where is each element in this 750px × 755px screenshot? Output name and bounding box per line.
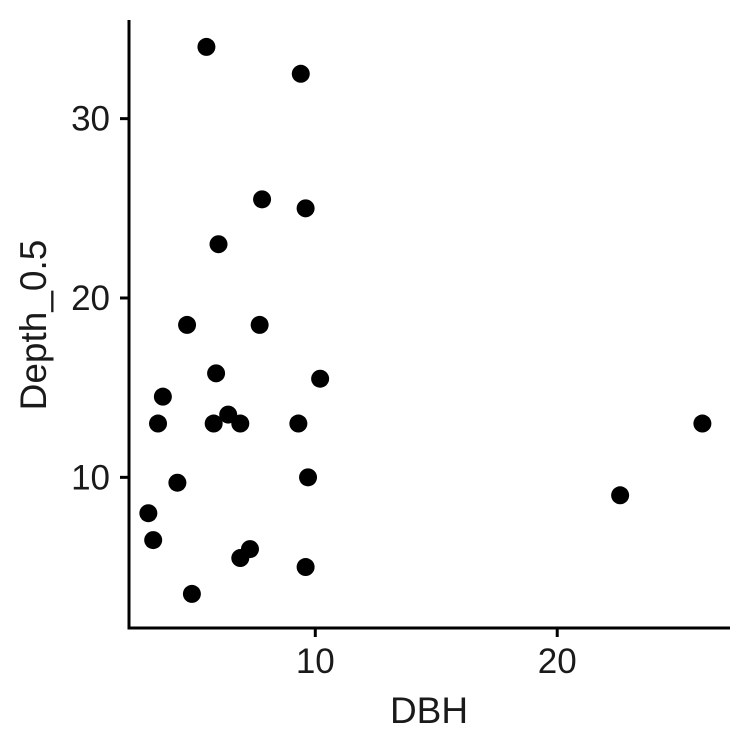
scatter-point bbox=[231, 414, 250, 433]
scatter-point bbox=[209, 235, 228, 254]
x-tick-label: 20 bbox=[538, 642, 577, 681]
x-axis-ticks: 10 20 bbox=[296, 629, 577, 681]
scatter-point bbox=[311, 369, 330, 388]
y-tick-label: 10 bbox=[71, 458, 110, 497]
scatter-point bbox=[178, 315, 197, 334]
scatter-point bbox=[253, 190, 272, 209]
y-axis-title: Depth_0.5 bbox=[13, 240, 54, 411]
scatter-point bbox=[168, 473, 187, 492]
y-tick-label: 30 bbox=[71, 100, 110, 139]
scatter-point bbox=[299, 468, 318, 487]
x-tick-label: 10 bbox=[296, 642, 335, 681]
scatter-point bbox=[182, 584, 201, 603]
scatter-point bbox=[207, 364, 226, 383]
scatter-point bbox=[296, 558, 315, 577]
scatter-point bbox=[231, 549, 250, 568]
x-axis-title: DBH bbox=[390, 690, 468, 731]
scatter-point bbox=[144, 531, 163, 550]
scatter-point bbox=[204, 414, 223, 433]
scatter-point bbox=[250, 315, 269, 334]
scatter-point bbox=[611, 486, 630, 505]
scatter-point bbox=[289, 414, 308, 433]
scatter-point bbox=[291, 64, 310, 83]
scatter-point bbox=[139, 504, 158, 523]
scatter-point bbox=[197, 37, 216, 56]
data-points bbox=[139, 37, 712, 603]
scatter-point bbox=[149, 414, 168, 433]
y-tick-label: 20 bbox=[71, 279, 110, 318]
scatter-point bbox=[693, 414, 712, 433]
y-axis-ticks: 10 20 30 bbox=[71, 100, 128, 497]
scatter-point bbox=[153, 387, 172, 406]
scatter-point bbox=[296, 199, 315, 218]
